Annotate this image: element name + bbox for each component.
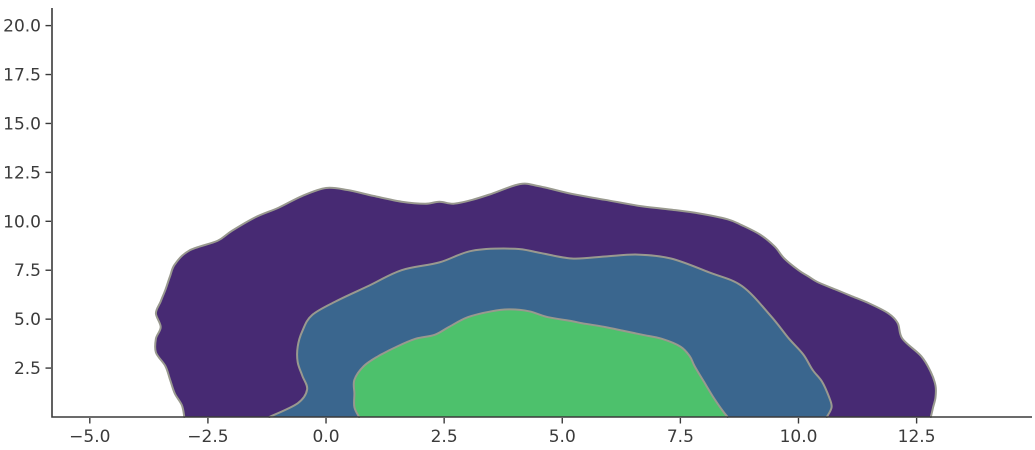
axis-spines <box>51 8 1032 418</box>
y-tick-label: 17.5 <box>3 66 41 86</box>
y-tick-label: 5.0 <box>14 310 41 330</box>
x-tick-label: 7.5 <box>667 427 694 447</box>
inner-density-band <box>353 309 728 417</box>
x-tick-label: 10.0 <box>780 427 818 447</box>
x-tick-label: 2.5 <box>431 427 458 447</box>
y-tick-label: 15.0 <box>3 114 41 134</box>
x-tick-label: −2.5 <box>187 427 228 447</box>
y-tick-label: 12.5 <box>3 163 41 183</box>
inner-density-band-outline <box>352 308 729 418</box>
x-tick-label: −5.0 <box>69 427 110 447</box>
y-tick-label: 10.0 <box>3 212 41 232</box>
y-tick-label: 2.5 <box>14 359 41 379</box>
middle-density-band-outline <box>268 247 833 418</box>
y-tick-label: 7.5 <box>14 261 41 281</box>
y-tick-label: 20.0 <box>3 17 41 37</box>
x-tick-label: 5.0 <box>549 427 576 447</box>
x-tick-label: 12.5 <box>898 427 936 447</box>
x-tick-label: 0.0 <box>313 427 340 447</box>
outer-density-band-outline <box>154 182 937 418</box>
